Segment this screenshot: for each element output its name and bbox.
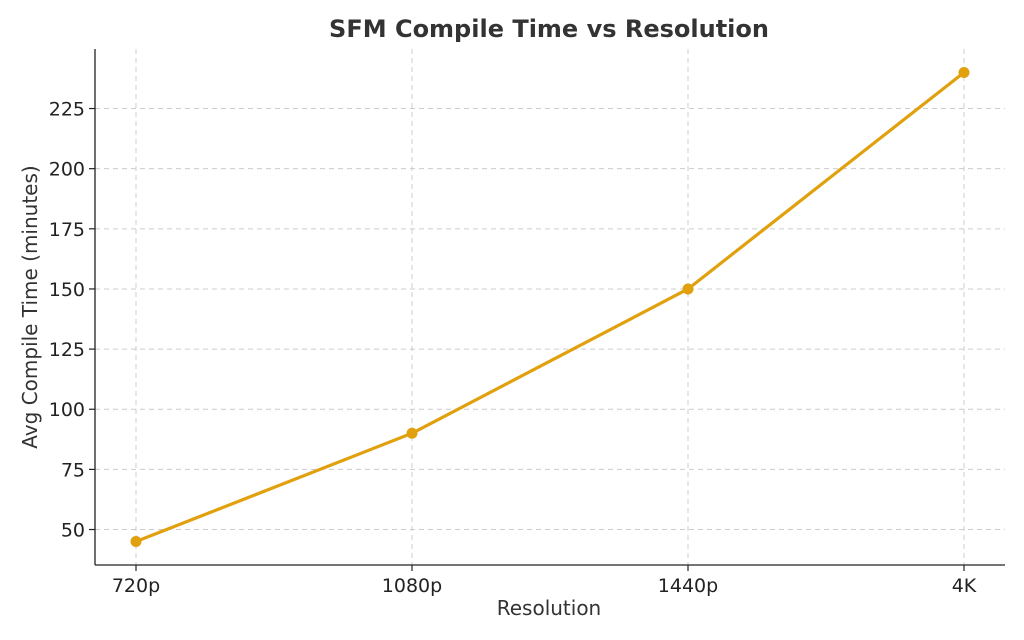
x-tick-label: 720p xyxy=(112,575,160,597)
x-tick-label: 1080p xyxy=(382,575,442,597)
data-point xyxy=(406,427,418,439)
data-point xyxy=(130,536,142,548)
y-tick-label: 50 xyxy=(61,520,85,542)
y-tick-label: 125 xyxy=(49,339,85,361)
axes xyxy=(89,49,1005,571)
y-tick-label: 75 xyxy=(61,459,85,481)
series-layer xyxy=(130,66,970,548)
y-tick-label: 150 xyxy=(49,279,85,301)
series-line xyxy=(134,70,966,544)
tick-labels: 720p 1080p 1440p 4K 50 75 100 125 150 175 200 225 xyxy=(49,99,977,597)
y-tick-label: 175 xyxy=(49,219,85,241)
x-axis-label: Resolution xyxy=(497,596,602,620)
data-point xyxy=(682,283,694,295)
x-tick-label: 1440p xyxy=(658,575,718,597)
y-tick-label: 225 xyxy=(49,99,85,121)
data-point xyxy=(958,66,970,78)
grid xyxy=(95,49,1005,565)
x-tick-label: 4K xyxy=(952,575,977,597)
y-tick-label: 100 xyxy=(49,399,85,421)
y-tick-label: 200 xyxy=(49,159,85,181)
y-axis-label: Avg Compile Time (minutes) xyxy=(18,165,42,448)
chart-title: SFM Compile Time vs Resolution xyxy=(329,15,769,43)
